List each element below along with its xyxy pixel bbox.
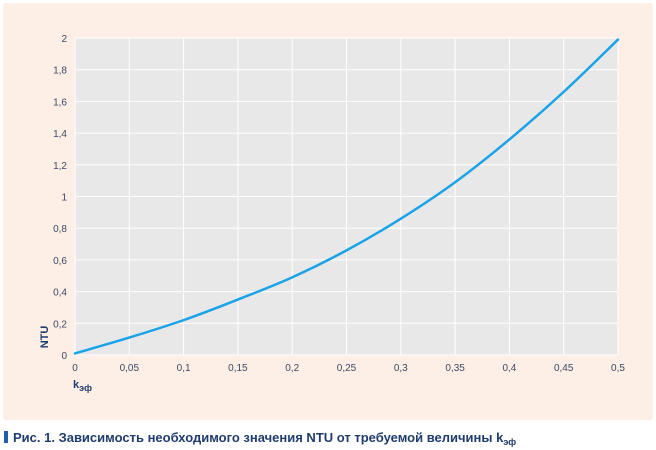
y-tick-label: 0,6 bbox=[53, 256, 67, 267]
caption-marker bbox=[4, 431, 8, 443]
y-tick-label: 0 bbox=[61, 351, 67, 362]
figure-caption: Рис. 1. Зависимость необходимого значени… bbox=[4, 430, 516, 447]
caption-subscript: эф bbox=[503, 437, 517, 447]
y-tick-label: 2 bbox=[61, 34, 67, 45]
chart-svg: 0 0,05 0,1 0,15 0,2 0,25 0,3 0,35 0,4 0,45 0,5 0 0,… bbox=[39, 34, 625, 393]
y-tick-label: 0,4 bbox=[53, 288, 67, 299]
y-tick-label: 0,2 bbox=[53, 319, 67, 330]
x-tick-label: 0,2 bbox=[285, 363, 299, 374]
y-tick-label: 1,6 bbox=[53, 97, 67, 108]
x-tick-labels: 0 0,05 0,1 0,15 0,2 0,25 0,3 0,35 0,4 0,45 0,5 bbox=[72, 363, 625, 374]
x-tick-label: 0,3 bbox=[394, 363, 408, 374]
y-tick-labels: 0 0,2 0,4 0,6 0,8 1 1,2 1,4 1,6 1,8 2 bbox=[53, 34, 67, 362]
x-tick-label: 0,4 bbox=[502, 363, 516, 374]
y-tick-label: 1,4 bbox=[53, 129, 67, 140]
x-tick-label: 0,35 bbox=[445, 363, 465, 374]
x-tick-label: 0,05 bbox=[120, 363, 140, 374]
y-tick-label: 0,8 bbox=[53, 224, 67, 235]
x-axis-label: kэф bbox=[73, 379, 92, 393]
series-lines bbox=[73, 38, 620, 355]
y-tick-label: 1,2 bbox=[53, 161, 67, 172]
y-tick-label: 1 bbox=[61, 193, 67, 204]
series-line bbox=[73, 38, 620, 355]
grid-lines bbox=[74, 37, 619, 356]
x-tick-label: 0 bbox=[72, 363, 78, 374]
y-tick-label: 1,8 bbox=[53, 66, 67, 77]
caption-text: Рис. 1. Зависимость необходимого значени… bbox=[13, 430, 504, 445]
x-tick-label: 0,15 bbox=[228, 363, 248, 374]
x-tick-label: 0,1 bbox=[177, 363, 191, 374]
x-tick-label: 0,5 bbox=[611, 363, 625, 374]
x-tick-label: 0,25 bbox=[337, 363, 357, 374]
y-axis-label: NTU bbox=[39, 326, 51, 349]
x-tick-label: 0,45 bbox=[554, 363, 574, 374]
